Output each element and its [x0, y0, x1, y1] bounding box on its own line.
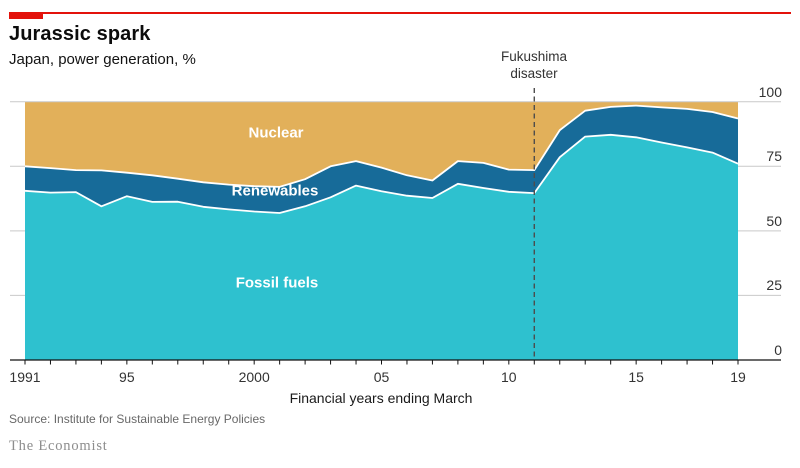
y-tick-label-75: 75 [766, 148, 782, 165]
y-tick-label-50: 50 [766, 212, 782, 229]
fukushima-annotation-line1: Fukushima [500, 49, 568, 64]
fukushima-annotation-line2: disaster [510, 66, 558, 81]
series-boundary-line [24, 133, 739, 214]
area-nuclear [25, 101, 738, 187]
publication-brand: The Economist [9, 438, 108, 454]
x-tick-label-1991: 1991 [9, 369, 41, 385]
top-red-rule [9, 12, 791, 14]
x-tick-label-19: 19 [730, 369, 746, 385]
top-red-tab [9, 12, 43, 19]
fukushima-annotation: Fukushima disaster [501, 48, 567, 82]
x-tick-label-10: 10 [501, 369, 517, 385]
series-boundary-line [24, 104, 739, 188]
chart-title: Jurassic spark [9, 23, 151, 45]
area-label-fossil-fuels: Fossil fuels [235, 274, 319, 292]
x-tick-label-15: 15 [628, 369, 644, 385]
x-tick-label-95: 95 [119, 369, 135, 385]
area-renewables [25, 105, 738, 213]
area-label-renewables: Renewables [231, 182, 319, 200]
area-label-nuclear: Nuclear [248, 124, 304, 142]
y-tick-label-25: 25 [766, 277, 782, 294]
y-tick-label-0: 0 [774, 342, 782, 358]
x-tick-label-2000: 2000 [238, 369, 270, 385]
source-note: Source: Institute for Sustainable Energy… [9, 412, 266, 426]
x-tick-label-05: 05 [373, 369, 390, 385]
area-fossil-fuels [25, 134, 738, 360]
chart-subtitle: Japan, power generation, % [9, 51, 196, 68]
y-tick-label-100: 100 [758, 83, 782, 100]
x-axis-title: Financial years ending March [289, 390, 473, 406]
